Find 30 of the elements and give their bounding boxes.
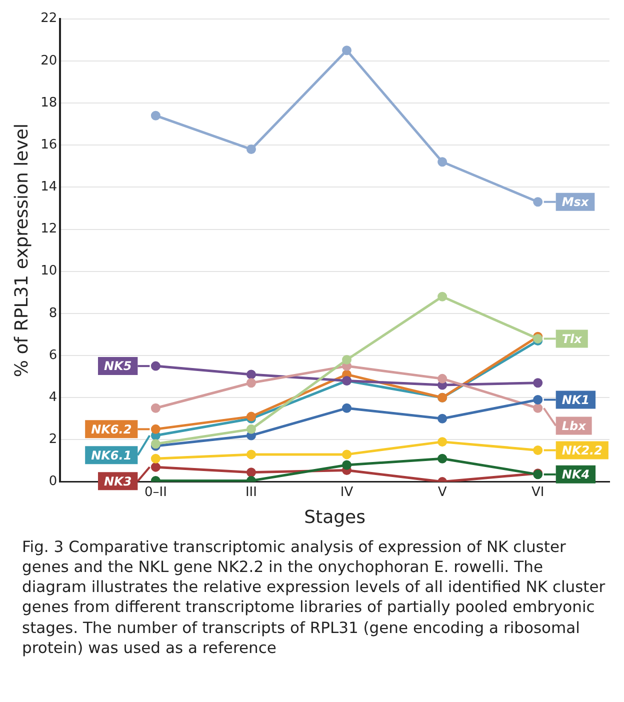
x-tick-label: V xyxy=(438,484,447,500)
legend-label: Tlx xyxy=(562,332,584,346)
series-label: NK3 xyxy=(104,474,132,488)
legend-label: NK4 xyxy=(562,468,590,482)
x-axis-title: Stages xyxy=(304,506,366,528)
legend-label: Msx xyxy=(562,195,590,210)
y-tick-label: 14 xyxy=(40,180,58,195)
x-tick-label: IV xyxy=(340,484,354,500)
series-label: Lbx xyxy=(562,418,588,433)
y-axis-title: % of RPL31 expression level xyxy=(11,124,32,378)
y-tick-label: 20 xyxy=(40,53,58,68)
x-tick-label: 0–II xyxy=(144,484,167,500)
y-tick-label: 4 xyxy=(48,390,58,405)
y-tick-label: 18 xyxy=(40,95,58,110)
legend-label: NK2.2 xyxy=(562,443,602,458)
y-tick-label: 0 xyxy=(48,474,58,490)
caption: Fig. 3 Comparative transcriptomic analysis of expression of NK cluster genes and the NKL gene NK2.2 in the onychophoran E. rowelli. The diagram illustrates the relative expression levels of all identified NK cluster genes from different transcriptome libraries of partially pooled embryonic stages. The number of transcripts of RPL31 (gene encoding a ribosomal protein) was used as a reference xyxy=(21,537,606,658)
series-label: NK6.2 xyxy=(91,422,132,436)
y-tick-label: 22 xyxy=(40,11,58,26)
x-tick-label: VI xyxy=(531,484,544,500)
x-tick-label: III xyxy=(245,484,257,500)
series-label: NK6.1 xyxy=(91,448,132,462)
y-tick-label: 8 xyxy=(48,306,58,321)
y-tick-label: 2 xyxy=(48,432,58,448)
y-tick-label: 10 xyxy=(40,264,58,279)
y-tick-label: 16 xyxy=(40,137,58,152)
legend-label: NK1 xyxy=(562,392,590,407)
series-label: NK5 xyxy=(104,359,132,374)
y-tick-label: 12 xyxy=(40,222,58,237)
y-tick-label: 6 xyxy=(48,348,58,363)
